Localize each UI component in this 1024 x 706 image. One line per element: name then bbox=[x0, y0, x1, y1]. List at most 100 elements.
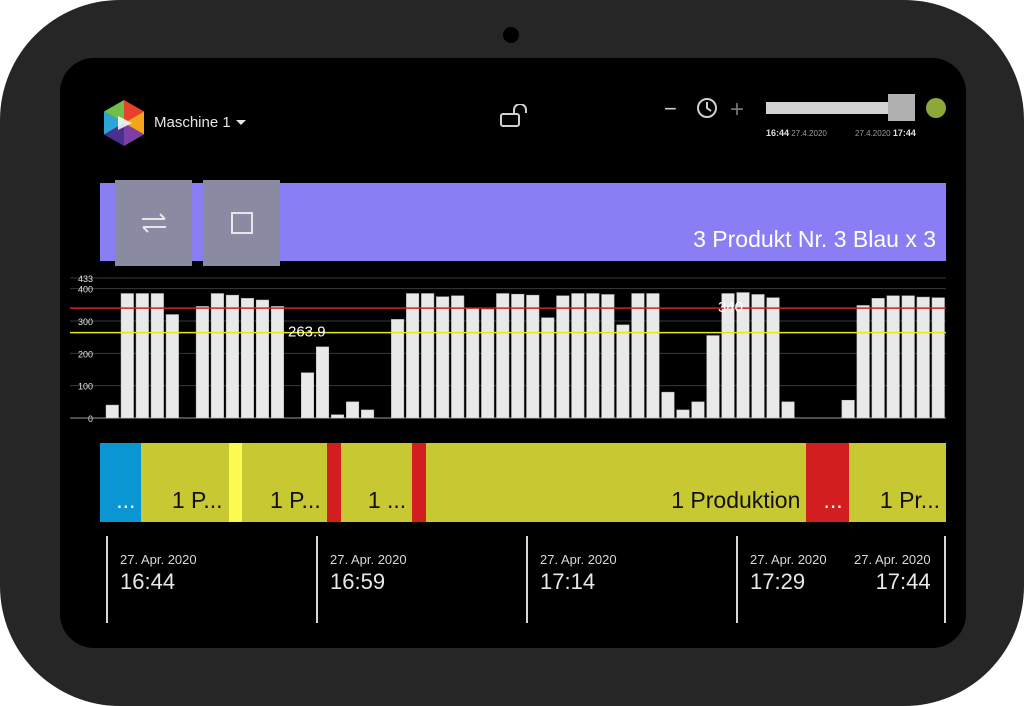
production-bar bbox=[225, 294, 239, 419]
production-bar bbox=[150, 293, 164, 419]
clock-icon[interactable] bbox=[696, 97, 718, 119]
production-bar bbox=[165, 314, 179, 419]
production-bar bbox=[766, 297, 780, 419]
production-bar bbox=[841, 399, 855, 419]
state-segment[interactable]: ... bbox=[806, 443, 849, 522]
y-tick-label: 200 bbox=[78, 349, 93, 359]
time-axis-date: 27. Apr. 2020 bbox=[120, 552, 197, 567]
screen: Maschine 1 − + 16:44 27.4.2020 27.4.2020… bbox=[60, 58, 966, 648]
production-bar bbox=[676, 409, 690, 419]
zoom-in-button[interactable]: + bbox=[730, 96, 745, 123]
y-tick-label: 300 bbox=[78, 317, 93, 327]
state-segment[interactable]: 1 ... bbox=[341, 443, 413, 522]
range-start-time: 16:44 bbox=[766, 128, 790, 138]
time-range-slider-thumb[interactable] bbox=[888, 94, 915, 121]
production-bar bbox=[270, 306, 284, 419]
zoom-out-button[interactable]: − bbox=[664, 96, 677, 121]
production-bar bbox=[361, 409, 375, 419]
time-axis-tick bbox=[106, 536, 108, 623]
production-bar bbox=[346, 401, 360, 419]
app-logo-icon bbox=[104, 100, 144, 146]
range-start: 16:44 27.4.2020 bbox=[766, 128, 827, 138]
order-text: 3 Produkt Nr. 3 Blau x 3 bbox=[693, 226, 936, 252]
production-bar bbox=[781, 401, 795, 419]
range-end-date: 27.4.2020 bbox=[855, 129, 891, 138]
production-bar bbox=[556, 295, 570, 419]
time-axis-date: 27. Apr. 2020 bbox=[750, 552, 827, 567]
production-bar bbox=[316, 346, 330, 419]
state-segment[interactable]: 1 Produktion bbox=[425, 443, 807, 522]
y-tick-label: 400 bbox=[78, 285, 93, 295]
state-segment[interactable] bbox=[326, 443, 342, 522]
production-bar bbox=[631, 293, 645, 419]
y-tick-label: 100 bbox=[78, 382, 93, 392]
state-segment[interactable] bbox=[412, 443, 426, 522]
range-end: 27.4.2020 17:44 bbox=[855, 128, 916, 138]
production-bar bbox=[135, 293, 149, 419]
production-bar bbox=[511, 293, 525, 419]
production-bar bbox=[931, 297, 945, 419]
order-banner: 3 Produkt Nr. 3 Blau x 3 bbox=[100, 180, 946, 266]
production-bar bbox=[331, 414, 345, 419]
production-bar bbox=[646, 293, 660, 419]
switch-order-button[interactable] bbox=[115, 180, 192, 266]
production-bar bbox=[871, 298, 885, 419]
time-axis-label: 27. Apr. 2020 17:29 bbox=[750, 552, 827, 595]
production-bar bbox=[300, 372, 315, 419]
state-segment[interactable]: 1 P... bbox=[141, 443, 229, 522]
production-bar bbox=[721, 293, 735, 419]
state-segment[interactable]: ... bbox=[100, 443, 142, 522]
time-axis-label: 27. Apr. 2020 16:59 bbox=[330, 552, 407, 595]
machine-name: Maschine 1 bbox=[154, 114, 231, 131]
production-bar bbox=[586, 293, 600, 419]
state-segment[interactable] bbox=[228, 443, 243, 522]
machine-selector[interactable]: Maschine 1 bbox=[154, 114, 246, 131]
production-bar bbox=[736, 292, 750, 419]
time-range-slider[interactable] bbox=[766, 102, 894, 114]
time-axis-time: 17:44 bbox=[875, 569, 931, 594]
production-bar bbox=[105, 404, 119, 419]
production-bar bbox=[255, 299, 269, 419]
production-bar bbox=[661, 391, 675, 419]
time-axis-time: 17:29 bbox=[750, 569, 806, 594]
production-bar bbox=[195, 306, 209, 419]
stop-order-button[interactable] bbox=[203, 180, 280, 266]
production-bar bbox=[496, 293, 510, 419]
y-tick-label: 0 bbox=[88, 414, 93, 424]
status-indicator bbox=[926, 98, 946, 118]
production-bar bbox=[466, 307, 480, 419]
time-axis-tick bbox=[316, 536, 318, 623]
production-bar bbox=[571, 293, 585, 419]
stop-square-icon bbox=[230, 212, 253, 234]
average-line-label: 263.9 bbox=[288, 324, 326, 341]
time-axis-date: 27. Apr. 2020 bbox=[540, 552, 617, 567]
production-bar bbox=[526, 294, 540, 419]
production-bar bbox=[916, 296, 930, 419]
production-bar bbox=[901, 295, 915, 419]
state-segment-label: 1 Pr... bbox=[879, 487, 940, 513]
production-bar bbox=[706, 335, 720, 419]
time-axis-label: 27. Apr. 2020 16:44 bbox=[120, 552, 197, 595]
production-bar bbox=[541, 317, 555, 419]
time-axis-tick bbox=[736, 536, 738, 623]
state-segment[interactable]: 1 P... bbox=[242, 443, 327, 522]
production-bar bbox=[886, 295, 900, 419]
production-bar bbox=[856, 305, 870, 419]
production-bar bbox=[436, 296, 450, 419]
time-axis-tick bbox=[526, 536, 528, 623]
production-bar bbox=[451, 295, 465, 419]
swap-arrows-icon bbox=[141, 213, 166, 233]
time-axis-tick bbox=[944, 536, 946, 623]
time-axis-time: 16:59 bbox=[330, 569, 386, 594]
unlock-icon[interactable] bbox=[500, 104, 532, 128]
state-segment[interactable]: 1 Pr... bbox=[848, 443, 946, 522]
production-bar bbox=[601, 294, 615, 419]
production-bar bbox=[391, 319, 405, 419]
production-bar bbox=[691, 401, 705, 419]
production-bar bbox=[421, 293, 435, 419]
range-end-time: 17:44 bbox=[892, 128, 916, 138]
production-bar bbox=[481, 309, 495, 419]
production-bar bbox=[210, 293, 224, 419]
time-axis-date: 27. Apr. 2020 bbox=[330, 552, 407, 567]
